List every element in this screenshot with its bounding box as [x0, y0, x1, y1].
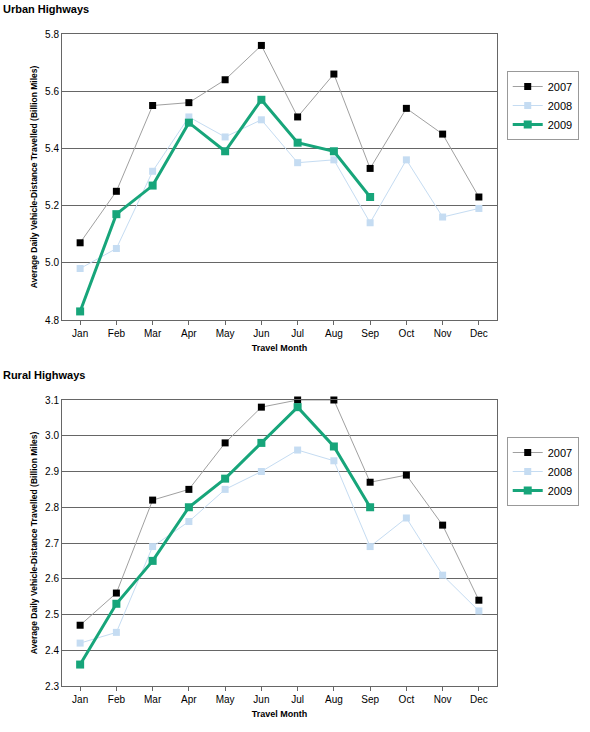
svg-text:Dec: Dec [470, 328, 488, 339]
svg-text:2.4: 2.4 [45, 645, 59, 656]
svg-text:May: May [216, 694, 235, 705]
svg-text:2009: 2009 [548, 485, 572, 497]
svg-text:2008: 2008 [548, 100, 572, 112]
svg-text:5.2: 5.2 [45, 200, 59, 211]
svg-text:2.8: 2.8 [45, 502, 59, 513]
svg-text:3.0: 3.0 [45, 430, 59, 441]
svg-text:2.6: 2.6 [45, 573, 59, 584]
svg-text:Feb: Feb [108, 694, 126, 705]
svg-text:Average Daily Vehicle-Distance: Average Daily Vehicle-Distance Travelled… [29, 432, 39, 655]
svg-text:Urban Highways: Urban Highways [3, 3, 89, 15]
svg-text:Jun: Jun [253, 328, 269, 339]
svg-text:Rural Highways: Rural Highways [3, 369, 86, 381]
svg-text:4.8: 4.8 [45, 315, 59, 326]
svg-text:5.6: 5.6 [45, 86, 59, 97]
svg-text:2.7: 2.7 [45, 538, 59, 549]
svg-text:2.3: 2.3 [45, 681, 59, 692]
svg-text:2.9: 2.9 [45, 466, 59, 477]
svg-text:Nov: Nov [434, 328, 452, 339]
svg-text:Mar: Mar [144, 328, 162, 339]
svg-text:3.1: 3.1 [45, 395, 59, 406]
svg-text:2007: 2007 [548, 447, 572, 459]
svg-text:2009: 2009 [548, 119, 572, 131]
svg-text:Jan: Jan [72, 328, 88, 339]
svg-text:Apr: Apr [181, 694, 197, 705]
svg-text:Dec: Dec [470, 694, 488, 705]
svg-text:2007: 2007 [548, 81, 572, 93]
svg-text:2008: 2008 [548, 466, 572, 478]
svg-text:5.8: 5.8 [45, 29, 59, 40]
svg-text:Apr: Apr [181, 328, 197, 339]
svg-text:Aug: Aug [325, 328, 343, 339]
svg-text:Jul: Jul [291, 328, 304, 339]
svg-text:Oct: Oct [399, 328, 415, 339]
svg-text:Jun: Jun [253, 694, 269, 705]
svg-text:2.5: 2.5 [45, 609, 59, 620]
svg-text:May: May [216, 328, 235, 339]
svg-text:Jul: Jul [291, 694, 304, 705]
svg-text:Jan: Jan [72, 694, 88, 705]
svg-text:Average Daily Vehicle-Distance: Average Daily Vehicle-Distance Travelled… [29, 66, 39, 289]
svg-text:Nov: Nov [434, 694, 452, 705]
svg-text:Sep: Sep [361, 328, 379, 339]
svg-text:5.0: 5.0 [45, 257, 59, 268]
svg-text:Sep: Sep [361, 694, 379, 705]
svg-text:Mar: Mar [144, 694, 162, 705]
svg-text:Travel Month: Travel Month [252, 709, 308, 719]
svg-text:5.4: 5.4 [45, 143, 59, 154]
svg-text:Feb: Feb [108, 328, 126, 339]
svg-text:Oct: Oct [399, 694, 415, 705]
svg-text:Travel Month: Travel Month [252, 343, 308, 353]
svg-text:Aug: Aug [325, 694, 343, 705]
